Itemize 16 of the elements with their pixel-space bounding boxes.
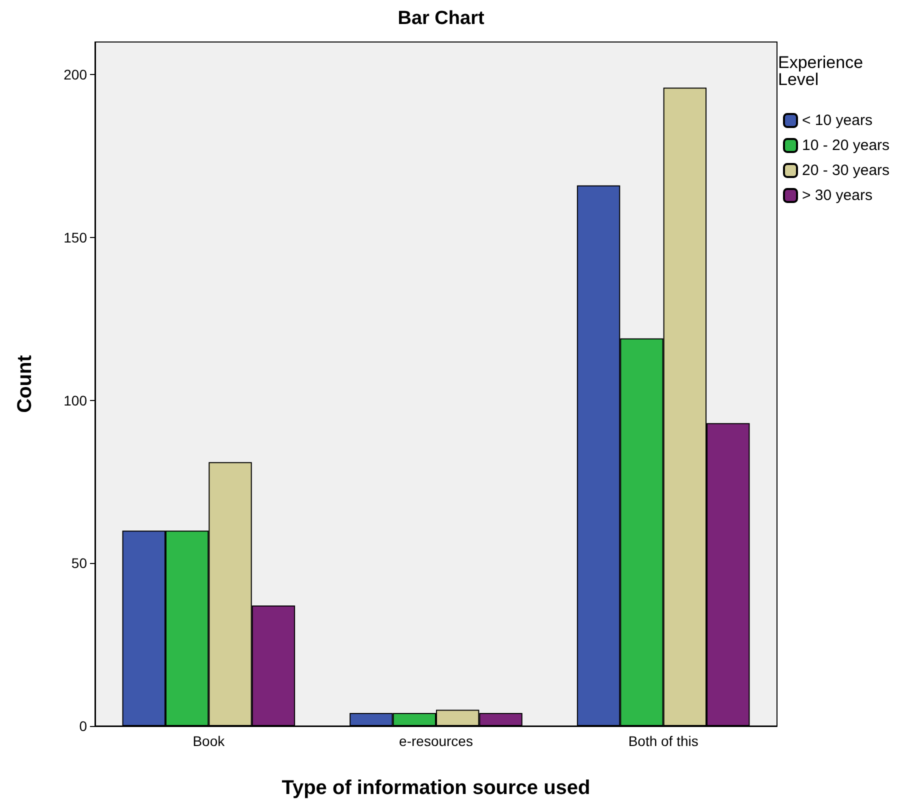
legend-label: > 30 years <box>802 187 872 204</box>
legend-label: < 10 years <box>802 112 872 129</box>
y-tick-label: 100 <box>64 392 88 408</box>
legend-label: 20 - 30 years <box>802 162 890 179</box>
x-axis-title: Type of information source used <box>282 777 590 799</box>
legend-label: 10 - 20 years <box>802 137 890 154</box>
y-tick-label: 150 <box>64 229 88 246</box>
x-tick-label: Book <box>192 733 226 749</box>
x-tick-label: Both of this <box>628 733 698 749</box>
chart-title: Bar Chart <box>398 8 485 29</box>
legend-title: Experience Level <box>778 53 868 89</box>
x-tick-label: e-resources <box>399 733 473 749</box>
y-tick-label: 200 <box>64 66 88 83</box>
y-tick-label: 50 <box>71 555 88 572</box>
y-tick-label: 0 <box>79 718 88 734</box>
y-axis-title: Count <box>14 354 36 413</box>
